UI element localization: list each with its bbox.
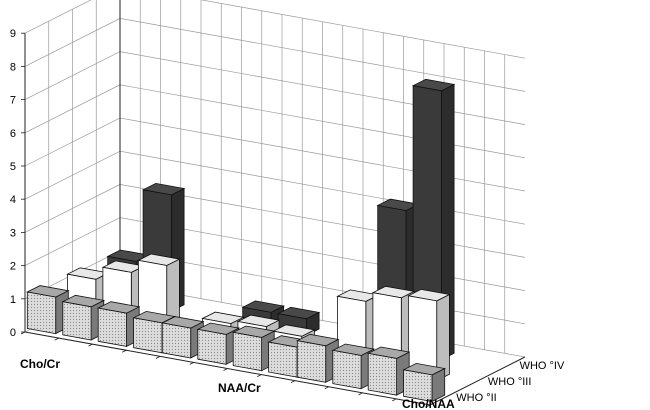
x-tick: [223, 368, 228, 371]
x-tick: [425, 404, 431, 408]
bar-front: [97, 307, 127, 347]
bar-0-0-2: [96, 301, 141, 348]
bar-front: [296, 340, 327, 383]
series-label: WHO °II: [456, 392, 496, 404]
category-label: Cho/Cr: [20, 357, 60, 371]
y-tick-label: 5: [10, 161, 16, 173]
bar-1-2-2: [407, 288, 451, 382]
x-tick: [54, 337, 59, 341]
bar-front: [232, 331, 263, 372]
category-label: NAA/Cr: [218, 381, 261, 395]
x-tick: [189, 362, 194, 365]
x-tick: [358, 392, 363, 396]
bar-0-2-3: [402, 362, 446, 403]
y-tick-label: 8: [10, 61, 16, 73]
category-labels: Cho/Cr NAA/Cr Cho/NAA: [20, 357, 455, 410]
y-tick-label: 1: [10, 294, 16, 306]
bar-front: [161, 322, 192, 359]
y-tick-label: 3: [10, 227, 16, 239]
bar-front: [268, 341, 298, 378]
bar-0-1-1: [196, 322, 241, 365]
y-tick-label: 2: [10, 261, 16, 273]
bar-0-2-1: [331, 343, 376, 390]
x-tick: [324, 386, 329, 390]
series-label: WHO °III: [488, 376, 532, 388]
bar-0-1-0: [161, 316, 205, 359]
bar-front: [367, 352, 398, 396]
y-axis-ticks: 0 1 2 3 4 5 6 7 8 9: [10, 28, 25, 339]
bar-0-0-1: [61, 294, 106, 341]
bar-0-1-2: [231, 325, 276, 372]
category-label: Cho/NAA: [402, 397, 455, 410]
y-tick-label: 0: [10, 327, 16, 339]
gridline: [24, 0, 526, 59]
bar-front: [332, 349, 362, 390]
y-tick-label: 6: [10, 128, 16, 140]
x-tick: [122, 349, 127, 353]
x-tick: [290, 380, 296, 384]
bar-0-2-2: [366, 346, 411, 396]
x-tick: [257, 374, 262, 377]
y-tick-label: 4: [10, 194, 16, 206]
x-tick: [392, 398, 397, 402]
series-labels: WHO °II WHO °III WHO °IV: [456, 360, 565, 404]
x-tick: [88, 343, 93, 347]
bar-front: [403, 369, 433, 402]
y-tick-label: 9: [10, 28, 16, 40]
depth-axis-line: [429, 356, 526, 406]
bar-front: [62, 301, 92, 341]
bar-front: [133, 317, 163, 354]
y-tick-label: 7: [10, 95, 16, 107]
series-label: WHO °IV: [520, 360, 565, 372]
bar-front: [197, 328, 227, 365]
x-tick: [155, 355, 161, 359]
bars: [26, 78, 456, 403]
bar-0-0-0: [26, 285, 70, 335]
bar-0-2-0: [296, 333, 340, 383]
bar-front: [26, 291, 57, 335]
